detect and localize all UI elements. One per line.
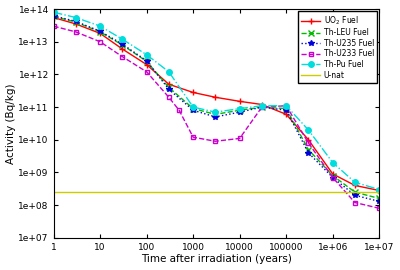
UO$_2$ Fuel [260, 103, 264, 106]
Th-Pu Fuel [213, 110, 218, 114]
X-axis label: Time after irradiation (years): Time after irradiation (years) [141, 254, 292, 264]
Th-Pu Fuel [352, 181, 357, 184]
Th-Pu Fuel [120, 38, 125, 41]
Th-U235 Fuel [284, 109, 289, 112]
Th-LEU Fuel [213, 113, 218, 116]
Th-U235 Fuel [330, 176, 335, 179]
Th-U235 Fuel [213, 115, 218, 119]
UO$_2$ Fuel [237, 100, 242, 103]
Th-LEU Fuel [51, 15, 56, 18]
Th-U233 Fuel [213, 140, 218, 143]
UO$_2$ Fuel [51, 16, 56, 19]
Th-U233 Fuel [352, 201, 357, 204]
Th-Pu Fuel [73, 16, 78, 19]
Th-Pu Fuel [98, 25, 102, 28]
Th-LEU Fuel [284, 107, 289, 110]
UO$_2$ Fuel [306, 138, 311, 141]
Th-U235 Fuel [144, 59, 149, 62]
Th-Pu Fuel [260, 104, 264, 107]
Th-U233 Fuel [177, 109, 182, 112]
Line: Th-Pu Fuel: Th-Pu Fuel [51, 9, 382, 192]
Th-U233 Fuel [73, 30, 78, 33]
Th-LEU Fuel [330, 174, 335, 177]
Th-U233 Fuel [237, 137, 242, 140]
Th-LEU Fuel [377, 197, 382, 200]
Th-U233 Fuel [330, 176, 335, 179]
Th-U233 Fuel [260, 106, 264, 109]
Th-U235 Fuel [51, 14, 56, 18]
Th-LEU Fuel [73, 21, 78, 24]
UO$_2$ Fuel [284, 113, 289, 116]
UO$_2$ Fuel [73, 22, 78, 26]
Th-LEU Fuel [191, 107, 196, 110]
Th-Pu Fuel [51, 11, 56, 14]
UO$_2$ Fuel [352, 184, 357, 187]
Th-U235 Fuel [237, 110, 242, 114]
Th-Pu Fuel [330, 161, 335, 164]
UO$_2$ Fuel [213, 96, 218, 99]
Th-U233 Fuel [306, 141, 311, 144]
Th-U233 Fuel [284, 104, 289, 107]
Th-LEU Fuel [352, 191, 357, 194]
Th-Pu Fuel [284, 104, 289, 107]
UO$_2$ Fuel [98, 32, 102, 35]
Th-LEU Fuel [144, 60, 149, 63]
Y-axis label: Activity (Bq/kg): Activity (Bq/kg) [6, 83, 16, 164]
Th-U235 Fuel [377, 200, 382, 203]
Line: UO$_2$ Fuel: UO$_2$ Fuel [51, 15, 382, 193]
Th-U233 Fuel [166, 96, 171, 99]
Th-U233 Fuel [120, 55, 125, 58]
Th-Pu Fuel [306, 128, 311, 131]
Legend: UO$_2$ Fuel, Th-LEU Fuel, Th-U235 Fuel, Th-U233 Fuel, Th-Pu Fuel, U-nat: UO$_2$ Fuel, Th-LEU Fuel, Th-U235 Fuel, … [298, 11, 377, 83]
Th-Pu Fuel [166, 70, 171, 73]
Th-U235 Fuel [166, 88, 171, 91]
Th-Pu Fuel [191, 106, 196, 109]
UO$_2$ Fuel [166, 83, 171, 86]
Th-U235 Fuel [191, 109, 196, 112]
Th-U235 Fuel [352, 194, 357, 197]
Th-LEU Fuel [237, 109, 242, 112]
Th-U235 Fuel [120, 42, 125, 46]
UO$_2$ Fuel [144, 63, 149, 66]
Line: Th-U235 Fuel: Th-U235 Fuel [51, 13, 382, 204]
Th-U233 Fuel [191, 136, 196, 139]
Th-LEU Fuel [260, 106, 264, 109]
Th-U235 Fuel [260, 106, 264, 109]
Line: Th-U233 Fuel: Th-U233 Fuel [51, 24, 382, 211]
Th-U233 Fuel [98, 40, 102, 43]
UO$_2$ Fuel [377, 189, 382, 192]
Th-LEU Fuel [98, 30, 102, 33]
Th-LEU Fuel [120, 43, 125, 46]
UO$_2$ Fuel [120, 47, 125, 50]
Th-Pu Fuel [377, 188, 382, 191]
Th-U233 Fuel [377, 207, 382, 210]
Th-Pu Fuel [144, 53, 149, 56]
Th-U235 Fuel [306, 151, 311, 154]
Line: Th-LEU Fuel: Th-LEU Fuel [51, 14, 382, 201]
Th-Pu Fuel [237, 107, 242, 110]
Th-U233 Fuel [51, 25, 56, 28]
Th-LEU Fuel [306, 148, 311, 151]
Th-LEU Fuel [166, 86, 171, 89]
UO$_2$ Fuel [330, 172, 335, 176]
Th-U233 Fuel [144, 70, 149, 73]
UO$_2$ Fuel [191, 91, 196, 94]
Th-U235 Fuel [73, 20, 78, 23]
Th-U235 Fuel [98, 30, 102, 33]
